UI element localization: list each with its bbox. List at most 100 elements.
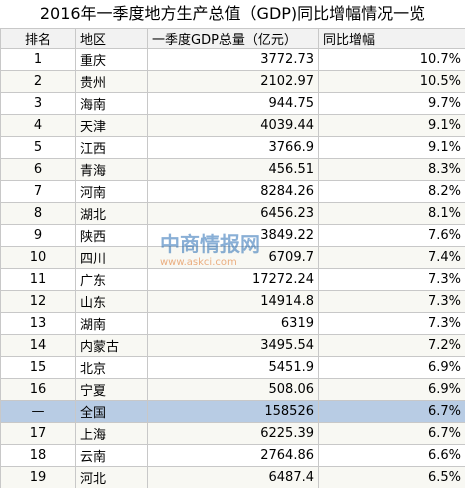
row: 14 内蒙古 3495.54 7.2%	[0, 334, 465, 357]
cell: 8284.26	[147, 180, 319, 203]
cell: 3766.9	[147, 136, 319, 159]
cell: 9.1%	[318, 136, 465, 159]
row: 6 青海 456.51 8.3%	[0, 158, 465, 181]
row: 18 云南 2764.86 6.6%	[0, 444, 465, 467]
row: 16 宁夏 508.06 6.9%	[0, 378, 465, 401]
row: 4 天津 4039.44 9.1%	[0, 114, 465, 137]
row: 7 河南 8284.26 8.2%	[0, 180, 465, 203]
cell: 16	[0, 378, 76, 401]
header-cell: 地区	[75, 28, 148, 49]
cell: 9	[0, 224, 76, 247]
cell: 11	[0, 268, 76, 291]
cell: 9.7%	[318, 92, 465, 115]
cell: 6.9%	[318, 378, 465, 401]
cell: 重庆	[75, 48, 148, 71]
cell: 7.3%	[318, 268, 465, 291]
cell: 青海	[75, 158, 148, 181]
cell: 海南	[75, 92, 148, 115]
header-cell: 一季度GDP总量（亿元）	[147, 28, 319, 49]
cell: 8.3%	[318, 158, 465, 181]
cell: 5451.9	[147, 356, 319, 379]
cell: 6.7%	[318, 400, 465, 423]
cell: 6.5%	[318, 466, 465, 488]
cell: 456.51	[147, 158, 319, 181]
cell: 陕西	[75, 224, 148, 247]
cell: 4	[0, 114, 76, 137]
row: 1 重庆 3772.73 10.7%	[0, 48, 465, 71]
header-cell: 排名	[0, 28, 76, 49]
cell: 17	[0, 422, 76, 445]
cell: 15	[0, 356, 76, 379]
cell: 6225.39	[147, 422, 319, 445]
cell: 2764.86	[147, 444, 319, 467]
title: 2016年一季度地方生产总值（GDP)同比增幅情况一览	[39, 4, 426, 23]
row: 9 陕西 3849.22 7.6%	[0, 224, 465, 247]
cell: 河南	[75, 180, 148, 203]
cell: 8.2%	[318, 180, 465, 203]
cell: 广东	[75, 268, 148, 291]
cell: 158526	[147, 400, 319, 423]
cell: 3	[0, 92, 76, 115]
cell: 6487.4	[147, 466, 319, 488]
cell: 天津	[75, 114, 148, 137]
row: — 全国 158526 6.7%	[0, 400, 465, 423]
cell: 山东	[75, 290, 148, 313]
cell: 8	[0, 202, 76, 225]
cell: 2102.97	[147, 70, 319, 93]
cell: 贵州	[75, 70, 148, 93]
cell: 内蒙古	[75, 334, 148, 357]
cell: 3849.22	[147, 224, 319, 247]
cell: 7	[0, 180, 76, 203]
row: 3 海南 944.75 9.7%	[0, 92, 465, 115]
cell: 12	[0, 290, 76, 313]
row: 10 四川 6709.7 7.4%	[0, 246, 465, 269]
cell: 5	[0, 136, 76, 159]
cell: 7.4%	[318, 246, 465, 269]
row: 8 湖北 6456.23 8.1%	[0, 202, 465, 225]
cell: 4039.44	[147, 114, 319, 137]
cell: 3495.54	[147, 334, 319, 357]
row: 12 山东 14914.8 7.3%	[0, 290, 465, 313]
cell: 6	[0, 158, 76, 181]
cell: —	[0, 400, 76, 423]
cell: 508.06	[147, 378, 319, 401]
row: 17 上海 6225.39 6.7%	[0, 422, 465, 445]
cell: 6709.7	[147, 246, 319, 269]
cell: 湖南	[75, 312, 148, 335]
cell: 13	[0, 312, 76, 335]
row: 5 江西 3766.9 9.1%	[0, 136, 465, 159]
cell: 1	[0, 48, 76, 71]
cell: 944.75	[147, 92, 319, 115]
cell: 上海	[75, 422, 148, 445]
cell: 云南	[75, 444, 148, 467]
row: 19 河北 6487.4 6.5%	[0, 466, 465, 488]
cell: 14914.8	[147, 290, 319, 313]
cell: 6319	[147, 312, 319, 335]
cell: 19	[0, 466, 76, 488]
row: 11 广东 17272.24 7.3%	[0, 268, 465, 291]
cell: 7.6%	[318, 224, 465, 247]
cell: 四川	[75, 246, 148, 269]
cell: 10.5%	[318, 70, 465, 93]
cell: 2	[0, 70, 76, 93]
row: 15 北京 5451.9 6.9%	[0, 356, 465, 379]
cell: 6.9%	[318, 356, 465, 379]
cell: 7.3%	[318, 290, 465, 313]
cell: 8.1%	[318, 202, 465, 225]
header-cell: 同比增幅	[318, 28, 465, 49]
cell: 7.3%	[318, 312, 465, 335]
cell: 全国	[75, 400, 148, 423]
cell: 湖北	[75, 202, 148, 225]
cell: 17272.24	[147, 268, 319, 291]
cell: 北京	[75, 356, 148, 379]
cell: 7.2%	[318, 334, 465, 357]
cell: 18	[0, 444, 76, 467]
table: 排名 地区 一季度GDP总量（亿元） 同比增幅 1 重庆 3772.73 10.7% 2 贵州 21…	[0, 28, 465, 488]
cell: 6456.23	[147, 202, 319, 225]
cell: 14	[0, 334, 76, 357]
row: 2 贵州 2102.97 10.5%	[0, 70, 465, 93]
cell: 6.6%	[318, 444, 465, 467]
cell: 江西	[75, 136, 148, 159]
cell: 6.7%	[318, 422, 465, 445]
